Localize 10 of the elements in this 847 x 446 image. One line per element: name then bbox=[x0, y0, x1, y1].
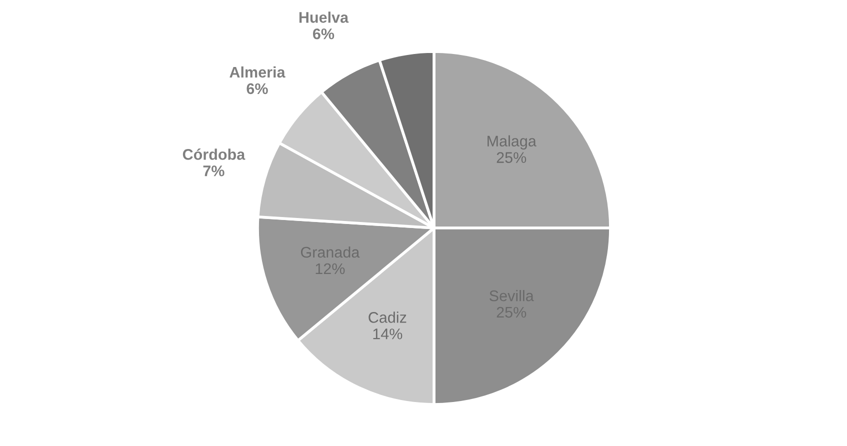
data-label: 7% bbox=[203, 166, 224, 176]
slice-label: Malaga bbox=[488, 135, 536, 150]
data-label: 6% bbox=[246, 83, 268, 94]
slice-label: Cadiz bbox=[368, 312, 406, 323]
slice-label: Almeria bbox=[230, 66, 286, 78]
data-label: 14% bbox=[373, 328, 402, 340]
data-label: 6% bbox=[313, 28, 334, 40]
data-label: 25% bbox=[496, 152, 526, 163]
slice-label: Huelva bbox=[299, 12, 349, 23]
slice-label: Córdoba bbox=[182, 148, 246, 160]
